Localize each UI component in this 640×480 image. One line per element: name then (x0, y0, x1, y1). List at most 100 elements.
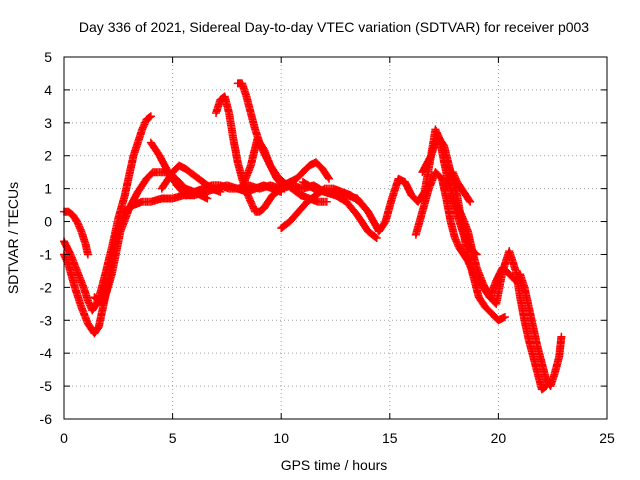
series-trace (143, 113, 154, 123)
y-tick-label: 2 (44, 148, 52, 164)
series-trace (108, 229, 125, 277)
series-trace (525, 304, 537, 330)
series-trace (247, 110, 259, 132)
series-trace (365, 228, 380, 242)
series-track-14 (440, 168, 475, 206)
series-trace (256, 205, 267, 215)
grid (64, 57, 607, 419)
series-trace (200, 179, 215, 192)
x-tick-label: 0 (60, 430, 68, 446)
series-trace (454, 179, 465, 192)
series-trace (265, 192, 276, 205)
y-tick-label: 1 (44, 181, 52, 197)
series-track-3 (60, 207, 92, 259)
series-track-7 (212, 92, 290, 216)
x-tick-label: 20 (491, 430, 507, 446)
series-trace (456, 245, 467, 258)
axis-ticks: 0 5 10 15 20 25 -6 -5 -4 -3 -2 -1 0 1 2 3 4 5 (40, 49, 615, 446)
x-tick-label: 10 (273, 430, 289, 446)
series-trace (69, 212, 81, 225)
series-trace (125, 153, 138, 178)
series-trace (434, 133, 448, 149)
series-trace (289, 185, 304, 199)
series-trace (300, 162, 313, 176)
series-trace (114, 192, 129, 221)
series-trace (254, 136, 267, 152)
series-trace (273, 185, 285, 196)
series-trace (354, 212, 372, 234)
series-trace (440, 143, 455, 175)
y-tick-label: 0 (44, 214, 52, 230)
x-tick-label: 15 (382, 430, 398, 446)
y-tick-label: -1 (40, 246, 53, 262)
series-trace (71, 285, 85, 310)
y-tick-label: -5 (40, 378, 53, 394)
series-trace (260, 199, 272, 212)
series-trace (555, 334, 566, 359)
series-trace (343, 199, 361, 218)
series-trace (99, 271, 116, 307)
data-point (216, 187, 225, 196)
series-trace (117, 206, 133, 234)
series-trace (143, 169, 156, 182)
series-trace (191, 172, 206, 186)
series-trace (156, 153, 172, 175)
series-trace (267, 163, 281, 182)
series-trace (418, 186, 433, 214)
series-trace (269, 188, 280, 199)
series-trace (278, 218, 293, 232)
series-trace (89, 301, 100, 314)
y-tick-label: -4 (40, 345, 53, 361)
data-point (472, 250, 481, 259)
data-series (60, 79, 566, 394)
data-point (146, 112, 155, 121)
series-trace (158, 169, 176, 192)
y-tick-label: -2 (40, 279, 53, 295)
series-trace (242, 94, 255, 116)
series-trace (225, 110, 238, 142)
series-trace (419, 153, 435, 175)
series-trace (480, 284, 493, 300)
series-trace (388, 176, 402, 201)
y-tick-label: 3 (44, 115, 52, 131)
series-trace (64, 262, 79, 290)
series-trace (313, 159, 326, 172)
data-point (557, 332, 566, 341)
series-track-11 (298, 125, 566, 391)
series-trace (551, 354, 563, 376)
y-tick-label: 5 (44, 49, 52, 65)
series-trace (125, 189, 142, 211)
series-trace (432, 169, 445, 182)
series-trace (482, 304, 495, 317)
x-tick-label: 25 (599, 430, 615, 446)
series-track-9 (240, 135, 333, 190)
series-trace (108, 216, 122, 251)
series-trace (182, 165, 198, 179)
series-trace (319, 166, 333, 182)
y-tick-label: -3 (40, 312, 53, 328)
series-trace (375, 219, 389, 234)
series-trace (176, 179, 189, 192)
data-point (83, 250, 92, 259)
data-point (203, 194, 212, 203)
series-trace (462, 192, 474, 205)
series-trace (447, 219, 459, 241)
series-trace (304, 192, 319, 205)
series-trace (234, 160, 246, 182)
series-trace (469, 248, 480, 258)
plot-frame (63, 56, 608, 420)
series-trace (464, 241, 476, 254)
series-trace (229, 136, 242, 165)
data-point (466, 197, 475, 206)
series-trace (295, 199, 311, 215)
series-trace (134, 176, 150, 195)
series-track-15 (446, 191, 481, 259)
series-trace (65, 208, 76, 219)
chart-title: Day 336 of 2021, Sidereal Day-to-day VTE… (79, 19, 589, 35)
series-track-13 (418, 131, 509, 325)
y-tick-label: -6 (40, 411, 53, 427)
series-track-12 (411, 168, 551, 394)
series-trace (293, 169, 306, 182)
x-tick-label: 5 (169, 430, 177, 446)
data-point (372, 234, 381, 242)
